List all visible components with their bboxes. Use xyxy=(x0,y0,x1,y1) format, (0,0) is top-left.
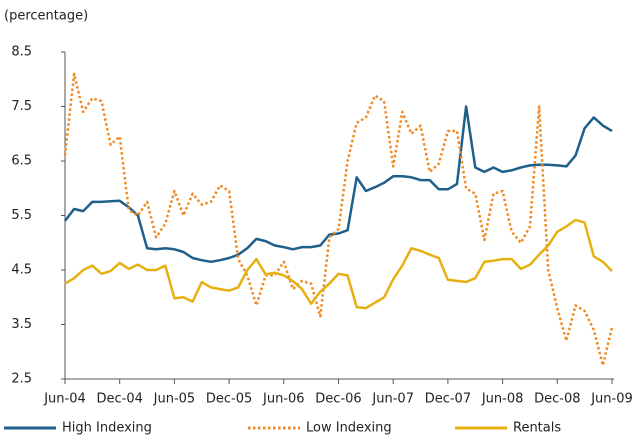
legend-label: High Indexing xyxy=(62,421,152,436)
x-tick-label: Dec-06 xyxy=(315,392,361,407)
x-tick-label: Jun-06 xyxy=(262,392,305,407)
y-tick-label: 6.5 xyxy=(11,154,32,169)
x-tick-label: Dec-05 xyxy=(206,392,252,407)
x-tick-label: Dec-08 xyxy=(534,392,580,407)
y-tick-label: 2.5 xyxy=(11,372,32,387)
x-tick-label: Dec-07 xyxy=(425,392,471,407)
x-tick-label: Jun-05 xyxy=(153,392,196,407)
x-tick-label: Jun-08 xyxy=(481,392,524,407)
series-line xyxy=(63,72,614,367)
x-tick-label: Jun-07 xyxy=(371,392,414,407)
x-tick-label: Jun-09 xyxy=(590,392,633,407)
legend-label: Rentals xyxy=(513,421,561,436)
legend-label: Low Indexing xyxy=(306,421,392,436)
x-tick-label: Jun-04 xyxy=(43,392,86,407)
series-line xyxy=(64,218,613,310)
y-axis-label: (percentage) xyxy=(4,9,88,24)
y-tick-label: 4.5 xyxy=(11,263,32,278)
y-tick-label: 3.5 xyxy=(11,317,32,332)
y-tick-label: 7.5 xyxy=(11,99,32,114)
y-tick-label: 8.5 xyxy=(11,45,32,60)
x-tick-label: Dec-04 xyxy=(97,392,143,407)
y-tick-label: 5.5 xyxy=(11,208,32,223)
series-line xyxy=(64,105,613,264)
